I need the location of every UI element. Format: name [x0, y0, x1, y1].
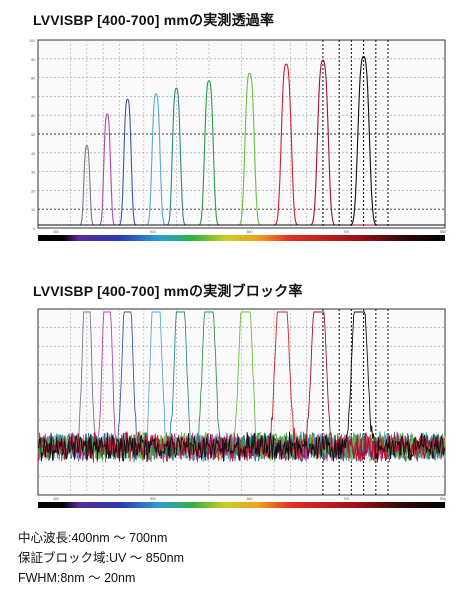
spec-blocking-range: 保証ブロック域:UV 〜 850nm — [18, 551, 185, 565]
x-tick-label: 400 — [53, 230, 59, 234]
chart-blocking: 400 500 600 700 850 — [37, 308, 446, 508]
spectrum-color-strip — [38, 235, 445, 241]
y-tick-label: 20 — [31, 189, 35, 193]
series-line-435nm — [37, 311, 446, 463]
blocking-title: LVVISBP [400-700] mmの実測ブロック率 — [33, 283, 303, 299]
x-tick-label: 500 — [150, 497, 156, 501]
x-tick-label: 700 — [343, 497, 349, 501]
y-tick-label: 90 — [31, 58, 35, 62]
y-tick-label: 100 — [29, 39, 35, 43]
y-tick-label: 10 — [31, 208, 35, 212]
y-tick-label: 40 — [31, 152, 35, 156]
y-tick-label: 0 — [33, 227, 35, 231]
x-tick-label: 850 — [440, 230, 446, 234]
y-tick-label: 50 — [31, 133, 35, 137]
spec-fwhm: FWHM:8nm 〜 20nm — [18, 571, 136, 585]
transmission-title: LVVISBP [400-700] mmの実測透過率 — [33, 12, 275, 28]
y-tick-label: 80 — [31, 77, 35, 81]
x-tick-label: 600 — [247, 230, 253, 234]
y-tick-label: 60 — [31, 114, 35, 118]
x-tick-label: 600 — [247, 497, 253, 501]
y-tick-label: 70 — [31, 95, 35, 99]
spectrum-color-strip — [38, 502, 445, 508]
y-tick-label: 30 — [31, 171, 35, 175]
series-line-750nm — [38, 56, 445, 226]
x-tick-label: 700 — [343, 230, 349, 234]
series-line-745nm — [37, 311, 446, 463]
x-tick-label: 850 — [440, 497, 446, 501]
x-tick-label: 500 — [150, 230, 156, 234]
spec-center-wavelength: 中心波長:400nm 〜 700nm — [18, 531, 168, 545]
x-tick-label: 400 — [53, 497, 59, 501]
